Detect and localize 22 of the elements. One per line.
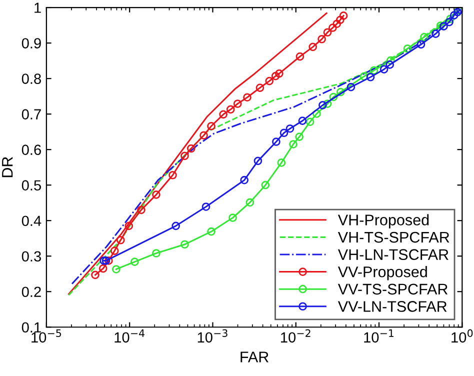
legend-label: VH-Proposed [338, 214, 429, 228]
y-tick-label: 1 [34, 2, 41, 13]
y-tick-label: 0.5 [22, 180, 41, 191]
y-tick-label: 0.2 [22, 286, 41, 298]
legend-label: VH-TS-SPCFAR [338, 232, 450, 243]
y-tick-label: 0.8 [22, 74, 41, 84]
x-axis-title: FAR [240, 352, 268, 362]
y-tick-label: 0.4 [22, 216, 42, 226]
y-tick-label: 0.7 [22, 109, 41, 120]
legend-label: VV-Proposed [338, 266, 427, 280]
y-tick-label: 0.3 [22, 251, 41, 262]
legend-label: VV-TS-SPCFAR [338, 284, 448, 295]
x-tick-label: 10$^{−3}$ [198, 329, 228, 343]
y-tick-label: 0.9 [22, 38, 41, 48]
legend-label: VV-LN-TSCFAR [338, 301, 447, 312]
legend-label: VH-LN-TSCFAR [338, 249, 448, 260]
x-tick-label: 10$^{−2}$ [281, 329, 310, 343]
x-tick-label: 10$^{0}$ [452, 329, 473, 343]
y-axis-title: DR [2, 156, 13, 178]
x-tick-label: 10$^{−4}$ [114, 329, 144, 343]
x-tick-label: 10$^{−1}$ [364, 329, 394, 343]
y-tick-label: 0.6 [22, 144, 41, 155]
